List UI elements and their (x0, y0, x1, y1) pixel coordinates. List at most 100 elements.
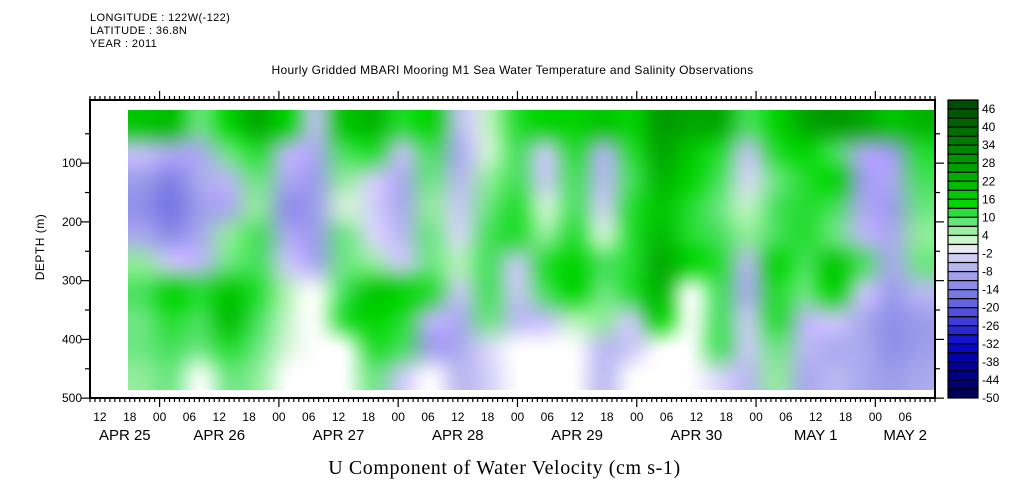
x-hour-labels: 12 18 00 06 12 18 00 06 12 18 00 06 12 18 00 06 12 18 00 06… (93, 410, 912, 424)
x-hour-label: 12 (570, 410, 584, 424)
colorbar (947, 99, 979, 399)
x-date-label: APR 30 (671, 427, 723, 444)
y-tick-label: 500 (62, 391, 82, 405)
x-hour-label: 00 (749, 410, 763, 424)
colorbar-segment (947, 352, 979, 363)
y-axis-ticks-right (935, 133, 944, 399)
colorbar-segment (947, 307, 979, 318)
colorbar-label: -26 (982, 319, 1000, 333)
colorbar-label: -38 (982, 355, 1000, 369)
colorbar-segment (947, 289, 979, 300)
x-date-label: MAY 2 (883, 427, 927, 444)
colorbar-segment (947, 343, 979, 354)
x-date-label: MAY 1 (794, 427, 838, 444)
x-hour-label: 18 (123, 410, 137, 424)
colorbar-segment (947, 325, 979, 336)
colorbar-segment (947, 243, 979, 255)
colorbar-label: 28 (982, 156, 996, 170)
x-hour-label: 18 (362, 410, 376, 424)
x-axis-ticks-top (89, 91, 936, 100)
x-date-label: APR 29 (551, 427, 603, 444)
y-axis-ticks-left (81, 133, 90, 399)
x-hour-label: 00 (511, 410, 525, 424)
colorbar-segment (947, 99, 979, 110)
colorbar-label: -2 (982, 247, 993, 261)
colorbar-segment (947, 234, 979, 246)
x-hour-label: 06 (302, 410, 316, 424)
colorbar-segment (947, 270, 979, 282)
y-tick-label: 100 (62, 156, 82, 170)
x-hour-label: 18 (600, 410, 614, 424)
heatmap-image (128, 110, 935, 390)
x-hour-label: 12 (809, 410, 823, 424)
x-hour-label: 06 (421, 410, 435, 424)
colorbar-labels: 46 40 34 28 22 16 10 4 -2 -8 -14 -20 -26 -32 -38 -44 -50 (982, 102, 1000, 405)
colorbar-label: 4 (982, 229, 989, 243)
x-hour-label: 06 (660, 410, 674, 424)
x-hour-label: 00 (869, 410, 883, 424)
colorbar-label: 34 (982, 138, 996, 152)
x-hour-label: 12 (93, 410, 107, 424)
y-tick-label: 300 (62, 274, 82, 288)
x-hour-label: 12 (451, 410, 465, 424)
x-hour-label: 18 (481, 410, 495, 424)
latitude-text: LATITUDE : 36.8N (90, 25, 188, 37)
y-axis-title: DEPTH (m) (33, 213, 47, 281)
colorbar-label: 46 (982, 102, 996, 116)
colorbar-label: 40 (982, 120, 996, 134)
colorbar-label: -8 (982, 265, 993, 279)
colorbar-label: 22 (982, 174, 996, 188)
colorbar-segment (947, 379, 979, 390)
colorbar-segment (947, 388, 979, 399)
x-hour-label: 00 (392, 410, 406, 424)
x-hour-label: 06 (779, 410, 793, 424)
colorbar-label: 10 (982, 210, 996, 224)
colorbar-segment (947, 361, 979, 372)
y-tick-label: 400 (62, 332, 82, 346)
longitude-text: LONGITUDE : 122W(-122) (90, 12, 231, 24)
colorbar-label: -32 (982, 337, 1000, 351)
colorbar-segment (947, 144, 979, 155)
x-hour-label: 06 (899, 410, 913, 424)
colorbar-segment (947, 280, 979, 291)
colorbar-segment (947, 298, 979, 309)
colorbar-label: -14 (982, 283, 1000, 297)
colorbar-segment (947, 261, 979, 273)
x-axis-ticks-bottom (89, 398, 936, 407)
y-tick-labels: 100 200 300 400 500 (62, 156, 82, 405)
header-info: LONGITUDE : 122W(-122) LATITUDE : 36.8N … (90, 12, 230, 51)
colorbar-segment (947, 370, 979, 381)
colorbar-segment (947, 126, 979, 137)
x-hour-label: 12 (332, 410, 346, 424)
x-axis-bottom-title: U Component of Water Velocity (cm s-1) (328, 457, 681, 479)
colorbar-segment (947, 216, 979, 228)
colorbar-segment (947, 171, 979, 182)
year-text: YEAR : 2011 (90, 38, 158, 50)
colorbar-label: -20 (982, 301, 1000, 315)
x-date-label: APR 28 (432, 427, 484, 444)
x-date-label: APR 26 (193, 427, 245, 444)
colorbar-label: 16 (982, 192, 996, 206)
colorbar-label: -50 (982, 391, 1000, 405)
colorbar-segment (947, 108, 979, 119)
x-date-label: APR 27 (313, 427, 365, 444)
colorbar-label: -44 (982, 373, 1000, 387)
plot-title: Hourly Gridded MBARI Mooring M1 Sea Wate… (271, 63, 754, 77)
x-hour-label: 06 (183, 410, 197, 424)
colorbar-segment (947, 225, 979, 237)
colorbar-segment (947, 334, 979, 345)
x-hour-label: 18 (242, 410, 256, 424)
y-tick-label: 200 (62, 215, 82, 229)
colorbar-segment (947, 117, 979, 128)
x-hour-label: 12 (213, 410, 227, 424)
x-hour-label: 00 (272, 410, 286, 424)
x-hour-label: 00 (630, 410, 644, 424)
x-date-label: APR 25 (99, 427, 151, 444)
x-hour-label: 06 (541, 410, 555, 424)
colorbar-segment (947, 198, 979, 209)
colorbar-segment (947, 180, 979, 191)
x-date-labels: APR 25 APR 26 APR 27 APR 28 APR 29 APR 30 MAY … (99, 427, 927, 444)
x-hour-label: 18 (720, 410, 734, 424)
colorbar-segment (947, 316, 979, 327)
